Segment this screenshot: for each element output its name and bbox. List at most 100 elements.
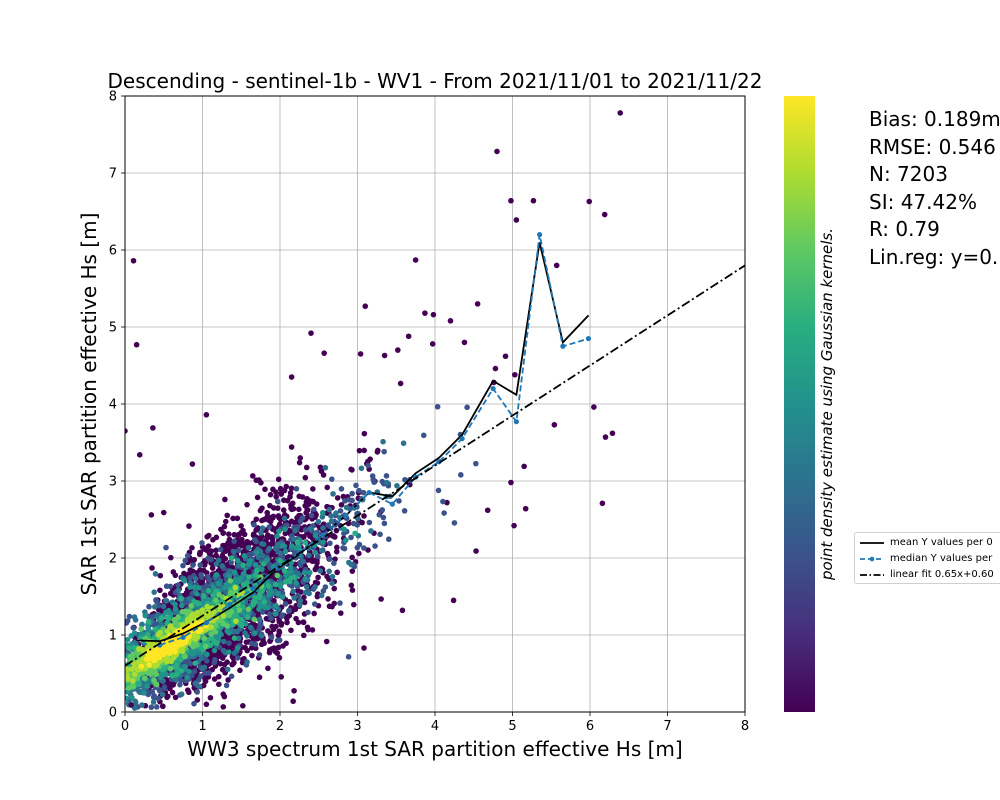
density-point [174,671,180,678]
data-point [204,533,211,540]
density-point [247,624,254,631]
density-point [308,512,315,519]
data-point [338,502,345,508]
density-point [177,681,183,688]
density-point [256,616,263,623]
data-point [254,494,261,501]
data-point [296,459,303,466]
density-point [240,562,246,568]
data-point [229,661,235,668]
density-point [126,613,133,620]
density-point [172,619,178,626]
density-point [361,545,367,551]
density-point [139,621,145,628]
density-point [312,549,319,556]
density-point [130,624,137,631]
density-point [258,603,264,610]
data-point [261,640,267,647]
density-point [343,504,350,511]
density-point [210,584,216,591]
data-point [157,587,163,594]
density-point [192,680,199,687]
data-point [361,430,368,437]
data-point [349,587,356,593]
data-point [172,572,179,579]
density-point [211,647,218,654]
density-point [310,506,317,513]
density-point [224,666,231,673]
density-point [274,572,281,579]
data-point [202,678,209,685]
data-point [209,565,216,571]
density-point [213,571,220,578]
data-point [278,674,285,680]
data-point [375,447,381,454]
density-point [198,571,204,578]
density-point [354,522,361,528]
density-point [131,630,138,636]
data-point [168,554,174,561]
data-point [237,667,243,674]
density-point [293,579,299,586]
density-point [400,440,407,447]
density-point [226,630,232,636]
density-point [328,476,335,482]
data-point [205,543,212,549]
density-point [237,575,244,582]
density-point [172,601,178,608]
density-point [318,592,325,599]
density-point [306,552,312,559]
density-point [348,561,355,568]
density-point [169,672,176,679]
density-point [272,611,279,617]
density-point [240,571,247,577]
data-point [317,464,324,471]
density-point [302,576,308,582]
density-point [277,581,284,588]
density-point [302,539,309,546]
data-point [337,610,344,616]
density-point [228,559,234,566]
density-point [322,464,329,471]
density-point [196,600,202,607]
density-point [275,590,281,597]
density-point [253,538,260,545]
density-point [328,518,335,525]
data-point [231,531,238,538]
data-point [310,498,317,505]
density-point [245,544,252,551]
data-point [356,447,363,454]
density-point [319,514,326,520]
density-point [184,674,190,681]
data-point [263,615,270,622]
density-point [146,603,152,610]
density-point [333,510,339,517]
density-point [235,562,242,569]
density-point [256,594,263,601]
density-point [145,625,151,631]
density-point [327,556,333,562]
density-point [280,542,286,549]
density-point [153,681,160,688]
density-point [205,587,212,594]
density-point [129,694,135,701]
data-point [222,518,229,525]
density-point [372,543,378,549]
density-point [402,477,408,483]
density-point [195,585,202,591]
density-point [383,479,390,486]
data-point [378,596,384,602]
density-point [177,656,184,663]
density-point [217,617,224,623]
density-point [300,558,306,565]
data-point [253,516,260,523]
data-point [274,650,280,656]
density-point [191,700,197,707]
density-point [353,482,359,489]
density-point [187,660,194,667]
density-point [394,482,400,489]
density-point [383,473,390,479]
data-point [397,380,404,387]
data-point [314,593,321,600]
density-point [201,635,208,642]
